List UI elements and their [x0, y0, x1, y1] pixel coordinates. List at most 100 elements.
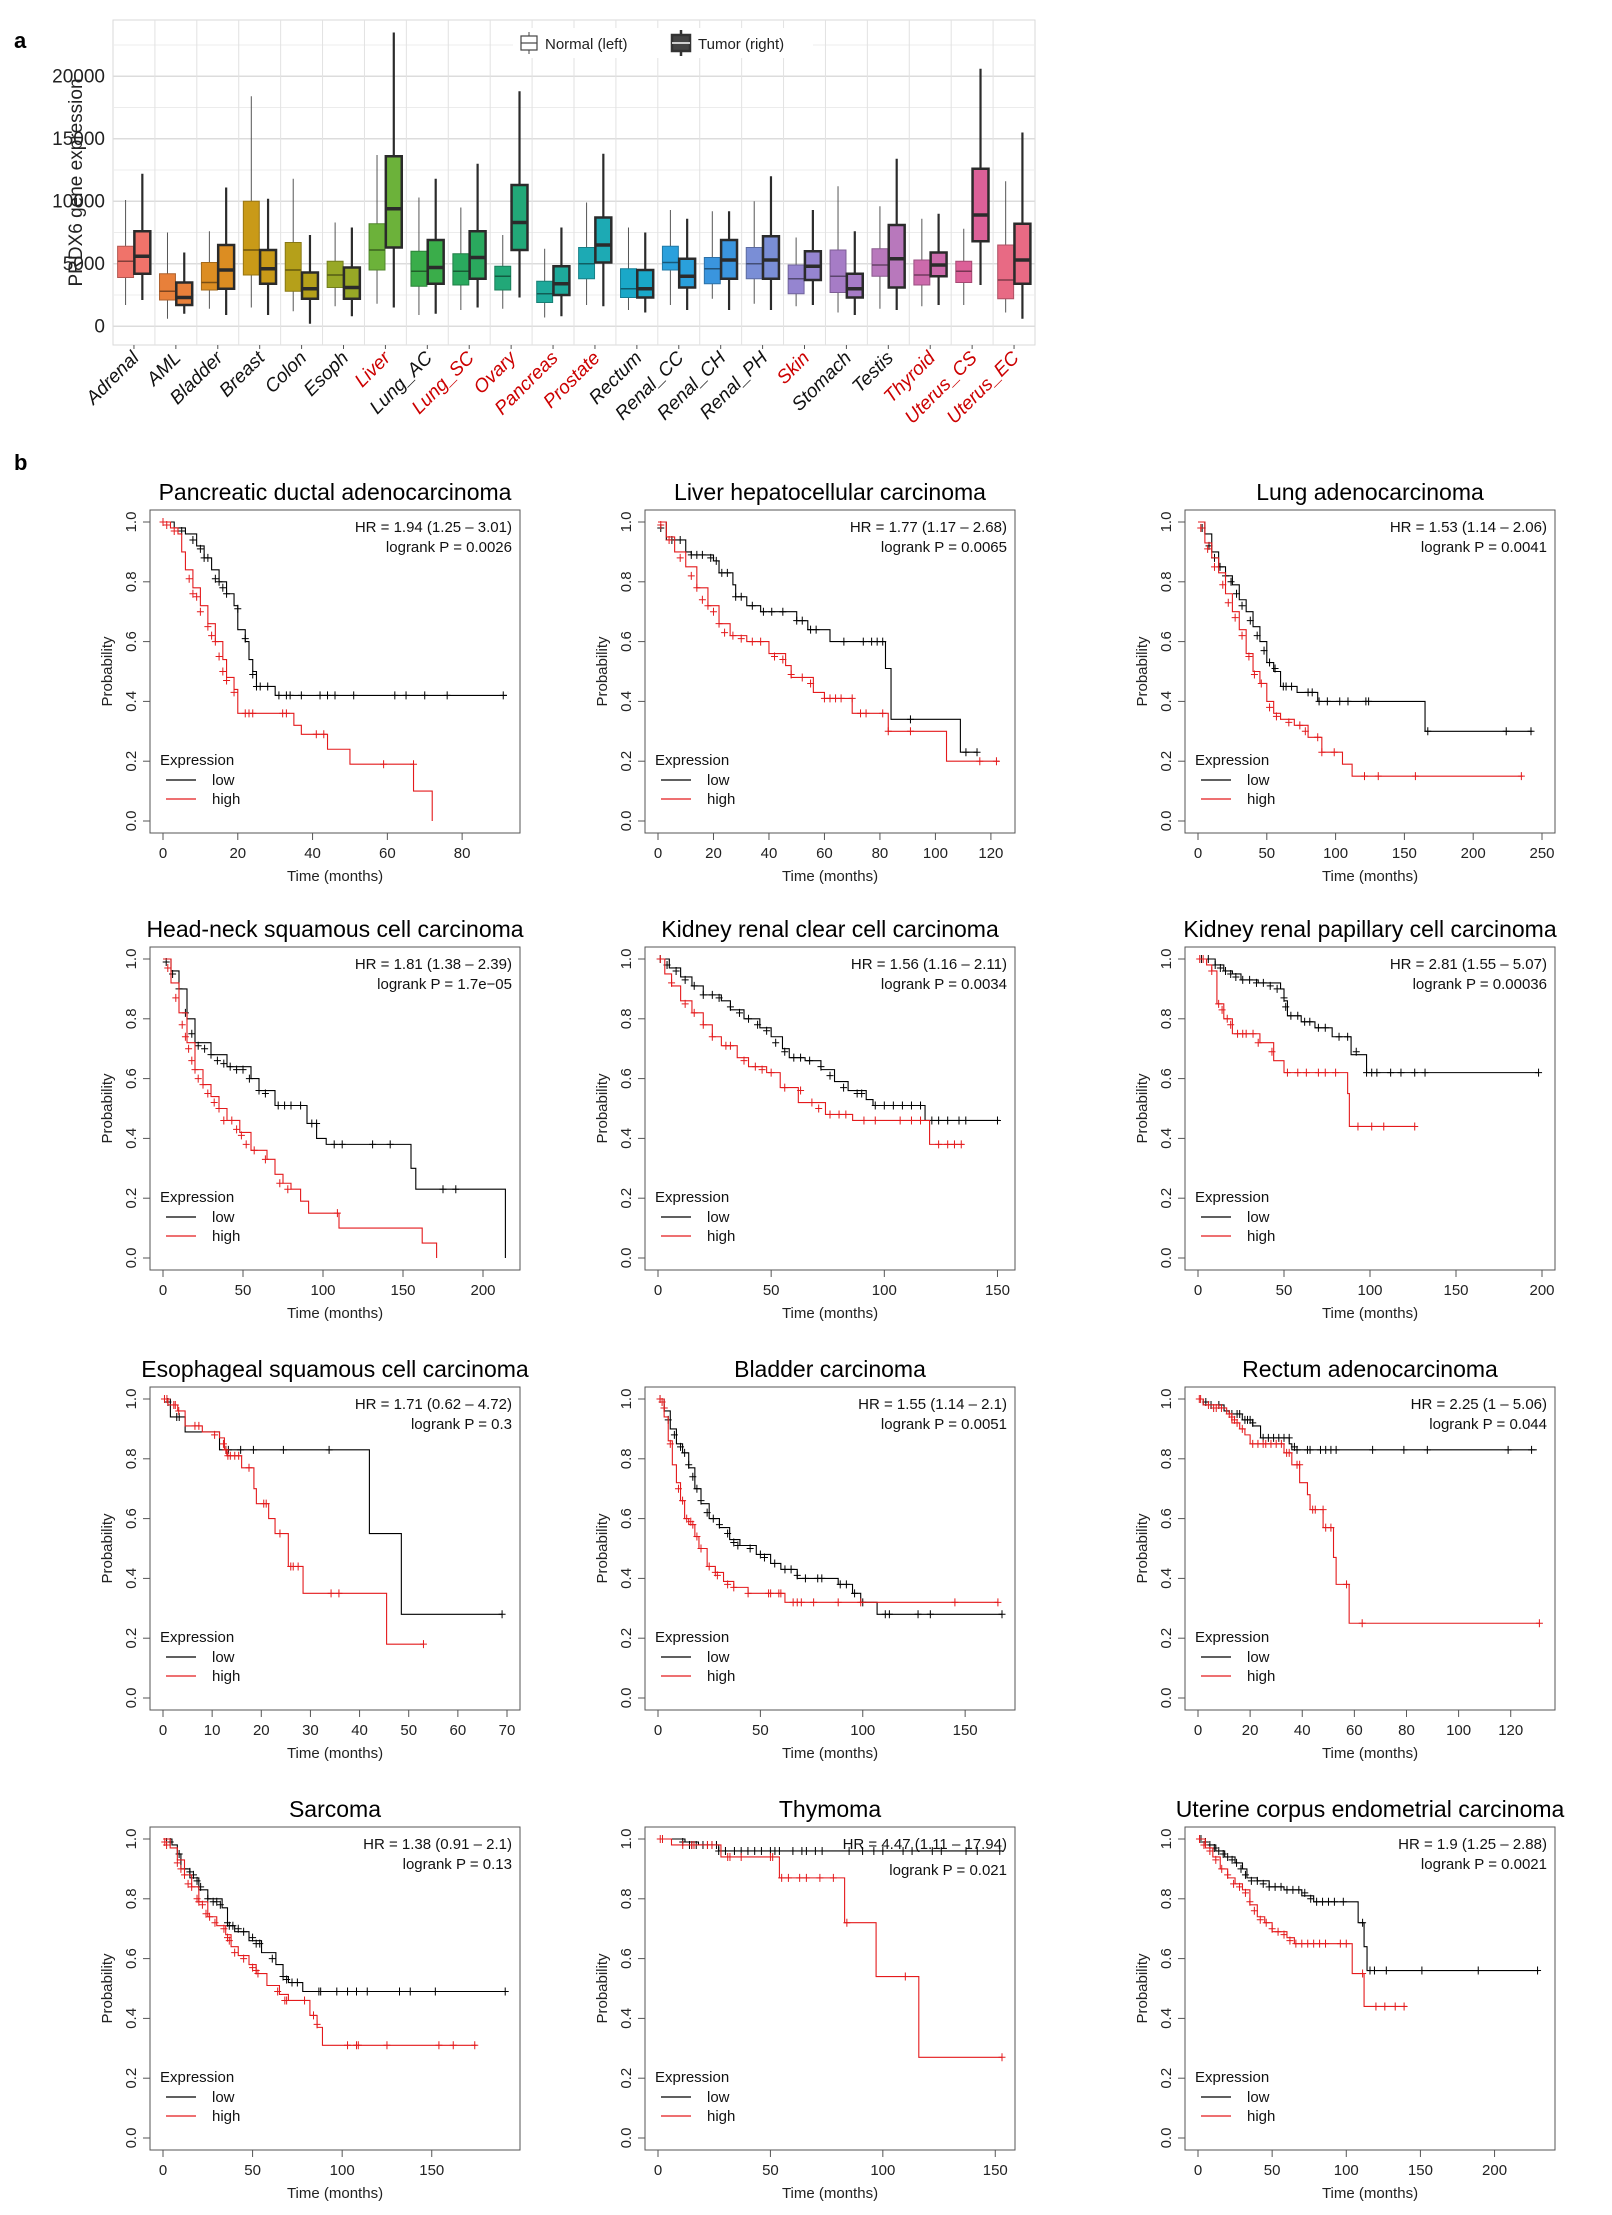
normal-box: [117, 200, 135, 305]
step-line: [1198, 1838, 1408, 2007]
censor-mark: [713, 1571, 721, 1580]
x-axis-label: Time (months): [782, 1745, 878, 1762]
censor-mark: [672, 966, 680, 975]
iqr-box: [200, 262, 218, 291]
y-tick-label: 0.4: [618, 691, 635, 712]
censor-mark: [993, 1116, 1001, 1125]
step-line: [1198, 958, 1415, 1127]
logrank-p-text: logrank P = 0.0034: [881, 976, 1007, 993]
censor-mark: [1324, 1897, 1332, 1906]
tumor-box: [803, 210, 823, 305]
x-tick-label: 150: [985, 1282, 1010, 1299]
censor-mark: [808, 1098, 816, 1107]
x-tick-label: 0: [654, 2162, 662, 2179]
censor-mark: [681, 1448, 689, 1457]
censor-mark: [1381, 2002, 1389, 2011]
legend-label-high: high: [707, 791, 735, 808]
x-tick-label: 50: [763, 1282, 780, 1299]
censor-mark: [169, 969, 177, 978]
censor-mark: [708, 1032, 716, 1041]
censor-mark: [1252, 978, 1260, 987]
censor-mark: [726, 1041, 734, 1050]
censor-mark: [908, 1846, 916, 1855]
iqr-box: [677, 257, 697, 289]
step-line: [163, 521, 507, 696]
y-tick-label: 0.4: [1158, 1568, 1175, 1589]
censor-mark: [324, 691, 332, 700]
hazard-ratio-text: HR = 1.77 (1.17 – 2.68): [850, 519, 1007, 536]
logrank-p-text: logrank P = 0.0026: [386, 539, 512, 556]
censor-mark: [1266, 658, 1274, 667]
censor-mark: [879, 637, 887, 646]
censor-mark: [1249, 1029, 1257, 1038]
normal-box: [620, 227, 637, 310]
censor-mark: [274, 1987, 282, 1996]
y-axis-label: Probability: [1134, 636, 1151, 707]
censor-mark: [1232, 972, 1240, 981]
censor-mark: [724, 1529, 732, 1538]
censor-mark: [181, 1870, 188, 1879]
y-tick-label: 0.2: [123, 751, 140, 772]
x-tick-label: 150: [953, 1722, 978, 1739]
censor-mark: [769, 1852, 777, 1861]
censor-mark: [213, 1056, 221, 1065]
censor-mark: [726, 1002, 734, 1011]
censor-mark: [815, 1104, 823, 1113]
iqr-box: [829, 249, 847, 293]
censor-mark: [693, 1484, 701, 1493]
censor-mark: [210, 1098, 218, 1107]
censor-mark: [242, 1140, 250, 1149]
censor-mark: [726, 1852, 734, 1861]
y-tick-label: 0.0: [1158, 2128, 1175, 2149]
censor-mark: [1233, 1858, 1241, 1867]
censor-mark: [907, 1101, 915, 1110]
y-tick-label: 0.6: [123, 1068, 140, 1089]
censor-mark: [1219, 1849, 1227, 1858]
censor-mark: [944, 1116, 952, 1125]
censor-mark: [926, 1610, 934, 1619]
censor-mark: [245, 1463, 253, 1472]
censor-mark: [1330, 1897, 1338, 1906]
x-tick-label: 250: [1529, 845, 1554, 862]
plot-frame: [1184, 1386, 1556, 1711]
censor-mark: [1411, 772, 1419, 781]
censor-mark: [816, 1873, 824, 1882]
censor-mark: [843, 1918, 851, 1927]
censor-mark: [386, 1140, 394, 1149]
censor-mark: [195, 1897, 203, 1906]
step-line: [163, 521, 433, 821]
y-tick-label: 0.6: [123, 631, 140, 652]
censor-mark: [685, 1460, 693, 1469]
censor-mark: [383, 2041, 391, 2050]
censor-mark: [879, 709, 887, 718]
x-tick-label: 60: [379, 845, 396, 862]
censor-mark: [313, 2020, 321, 2029]
censor-mark: [275, 691, 283, 700]
y-tick-label: 0.4: [123, 1568, 140, 1589]
plot-frame: [644, 1826, 1016, 2151]
censor-mark: [994, 1598, 1002, 1607]
y-tick-label: 0.2: [1158, 1628, 1175, 1649]
censor-mark: [234, 1924, 242, 1933]
censor-mark: [333, 1987, 341, 1996]
censor-mark: [754, 1020, 762, 1029]
censor-mark: [1262, 1918, 1270, 1927]
x-tick-label: 50: [752, 1722, 769, 1739]
censor-mark: [1359, 1969, 1367, 1978]
x-tick-label: 150: [390, 1282, 415, 1299]
censor-mark: [962, 1846, 970, 1855]
censor-mark: [1285, 718, 1293, 727]
censor-mark: [1224, 1852, 1232, 1861]
legend-label-high: high: [1247, 2108, 1275, 2125]
censor-mark: [797, 1053, 805, 1062]
censor-mark: [163, 1840, 171, 1849]
censor-mark: [781, 1083, 789, 1092]
censor-mark: [835, 1110, 843, 1119]
censor-mark: [1528, 1445, 1536, 1454]
censor-mark: [1400, 1445, 1408, 1454]
y-axis-label: Probability: [99, 636, 116, 707]
censor-mark: [1211, 562, 1219, 571]
censor-mark: [998, 2053, 1006, 2062]
censor-mark: [175, 1406, 183, 1415]
